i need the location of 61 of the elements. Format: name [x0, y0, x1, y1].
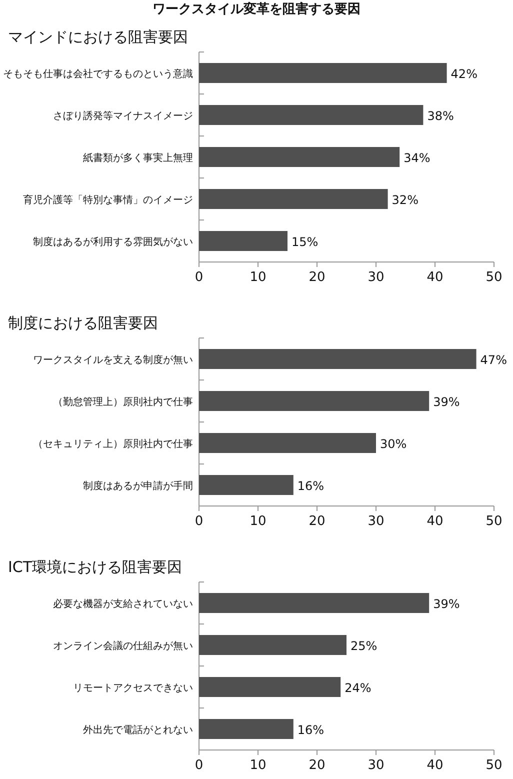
- x-tick-label: 30: [368, 758, 384, 773]
- data-label: 30%: [380, 437, 407, 451]
- y-tick-label: 制度はあるが利用する雰囲気がない: [33, 236, 193, 248]
- y-tick-label: そもそも仕事は会社でするものという意識: [3, 68, 193, 80]
- y-tick-label: 制度はあるが申請が手間: [83, 480, 193, 492]
- y-tick-label: リモートアクセスできない: [73, 683, 193, 694]
- x-tick-label: 10: [250, 758, 266, 773]
- x-tick-label: 20: [308, 758, 326, 773]
- data-label: 25%: [350, 639, 378, 653]
- x-tick-label: 0: [194, 514, 204, 529]
- bar: [199, 63, 447, 83]
- y-tick-label: 育児介護等「特別な事情」のイメージ: [23, 194, 193, 206]
- x-tick-label: 40: [426, 270, 444, 285]
- data-label: 24%: [344, 681, 372, 695]
- x-tick-label: 10: [250, 270, 266, 285]
- data-label: 38%: [427, 109, 454, 123]
- x-tick-label: 20: [308, 514, 326, 529]
- x-tick-label: 40: [426, 514, 444, 529]
- bar: [199, 635, 346, 655]
- y-tick-label: オンライン会議の仕組みが無い: [53, 640, 193, 652]
- bar: [199, 349, 476, 369]
- bar: [199, 391, 430, 411]
- bar: [199, 593, 430, 613]
- y-tick-label: ワークスタイルを支える制度が無い: [33, 354, 193, 366]
- x-tick-label: 40: [426, 758, 444, 773]
- data-label: 16%: [297, 479, 324, 493]
- x-tick-label: 10: [250, 514, 266, 529]
- x-tick-label: 0: [194, 758, 204, 773]
- data-label: 42%: [450, 67, 478, 81]
- y-tick-label: 必要な機器が支給されていない: [53, 598, 193, 610]
- y-tick-label: （セキュリティ上）原則社内で仕事: [33, 438, 193, 450]
- data-label: 16%: [297, 723, 324, 737]
- y-tick-label: 紙書類が多く事実上無理: [83, 152, 193, 164]
- x-tick-label: 30: [368, 270, 384, 285]
- chart-title: ICT環境における阻害要因: [8, 558, 182, 576]
- bar: [199, 475, 294, 495]
- bar: [199, 105, 424, 125]
- chart-title: 制度における阻害要因: [8, 314, 158, 332]
- x-tick-label: 30: [368, 514, 384, 529]
- x-tick-label: 20: [308, 270, 326, 285]
- bar: [199, 147, 400, 167]
- data-label: 39%: [433, 597, 460, 611]
- x-tick-label: 50: [486, 270, 502, 285]
- bar: [199, 433, 376, 453]
- bar: [199, 231, 288, 251]
- y-tick-label: （勤怠管理上）原則社内で仕事: [53, 396, 193, 408]
- bar: [199, 677, 341, 697]
- data-label: 15%: [292, 235, 318, 249]
- data-label: 32%: [392, 193, 418, 207]
- x-tick-label: 50: [486, 758, 502, 773]
- bar: [199, 719, 294, 739]
- data-label: 47%: [480, 353, 507, 367]
- data-label: 39%: [433, 395, 460, 409]
- data-label: 34%: [404, 151, 430, 165]
- y-tick-label: さぼり誘発等マイナスイメージ: [53, 110, 193, 122]
- y-tick-label: 外出先で電話がとれない: [83, 724, 193, 736]
- x-tick-label: 0: [194, 270, 204, 285]
- chart-subtitle: マインドにおける阻害要因: [8, 28, 188, 46]
- chart-title: ワークスタイル変革を阻害する要因: [152, 1, 360, 17]
- x-tick-label: 50: [486, 514, 502, 529]
- bar: [199, 189, 388, 209]
